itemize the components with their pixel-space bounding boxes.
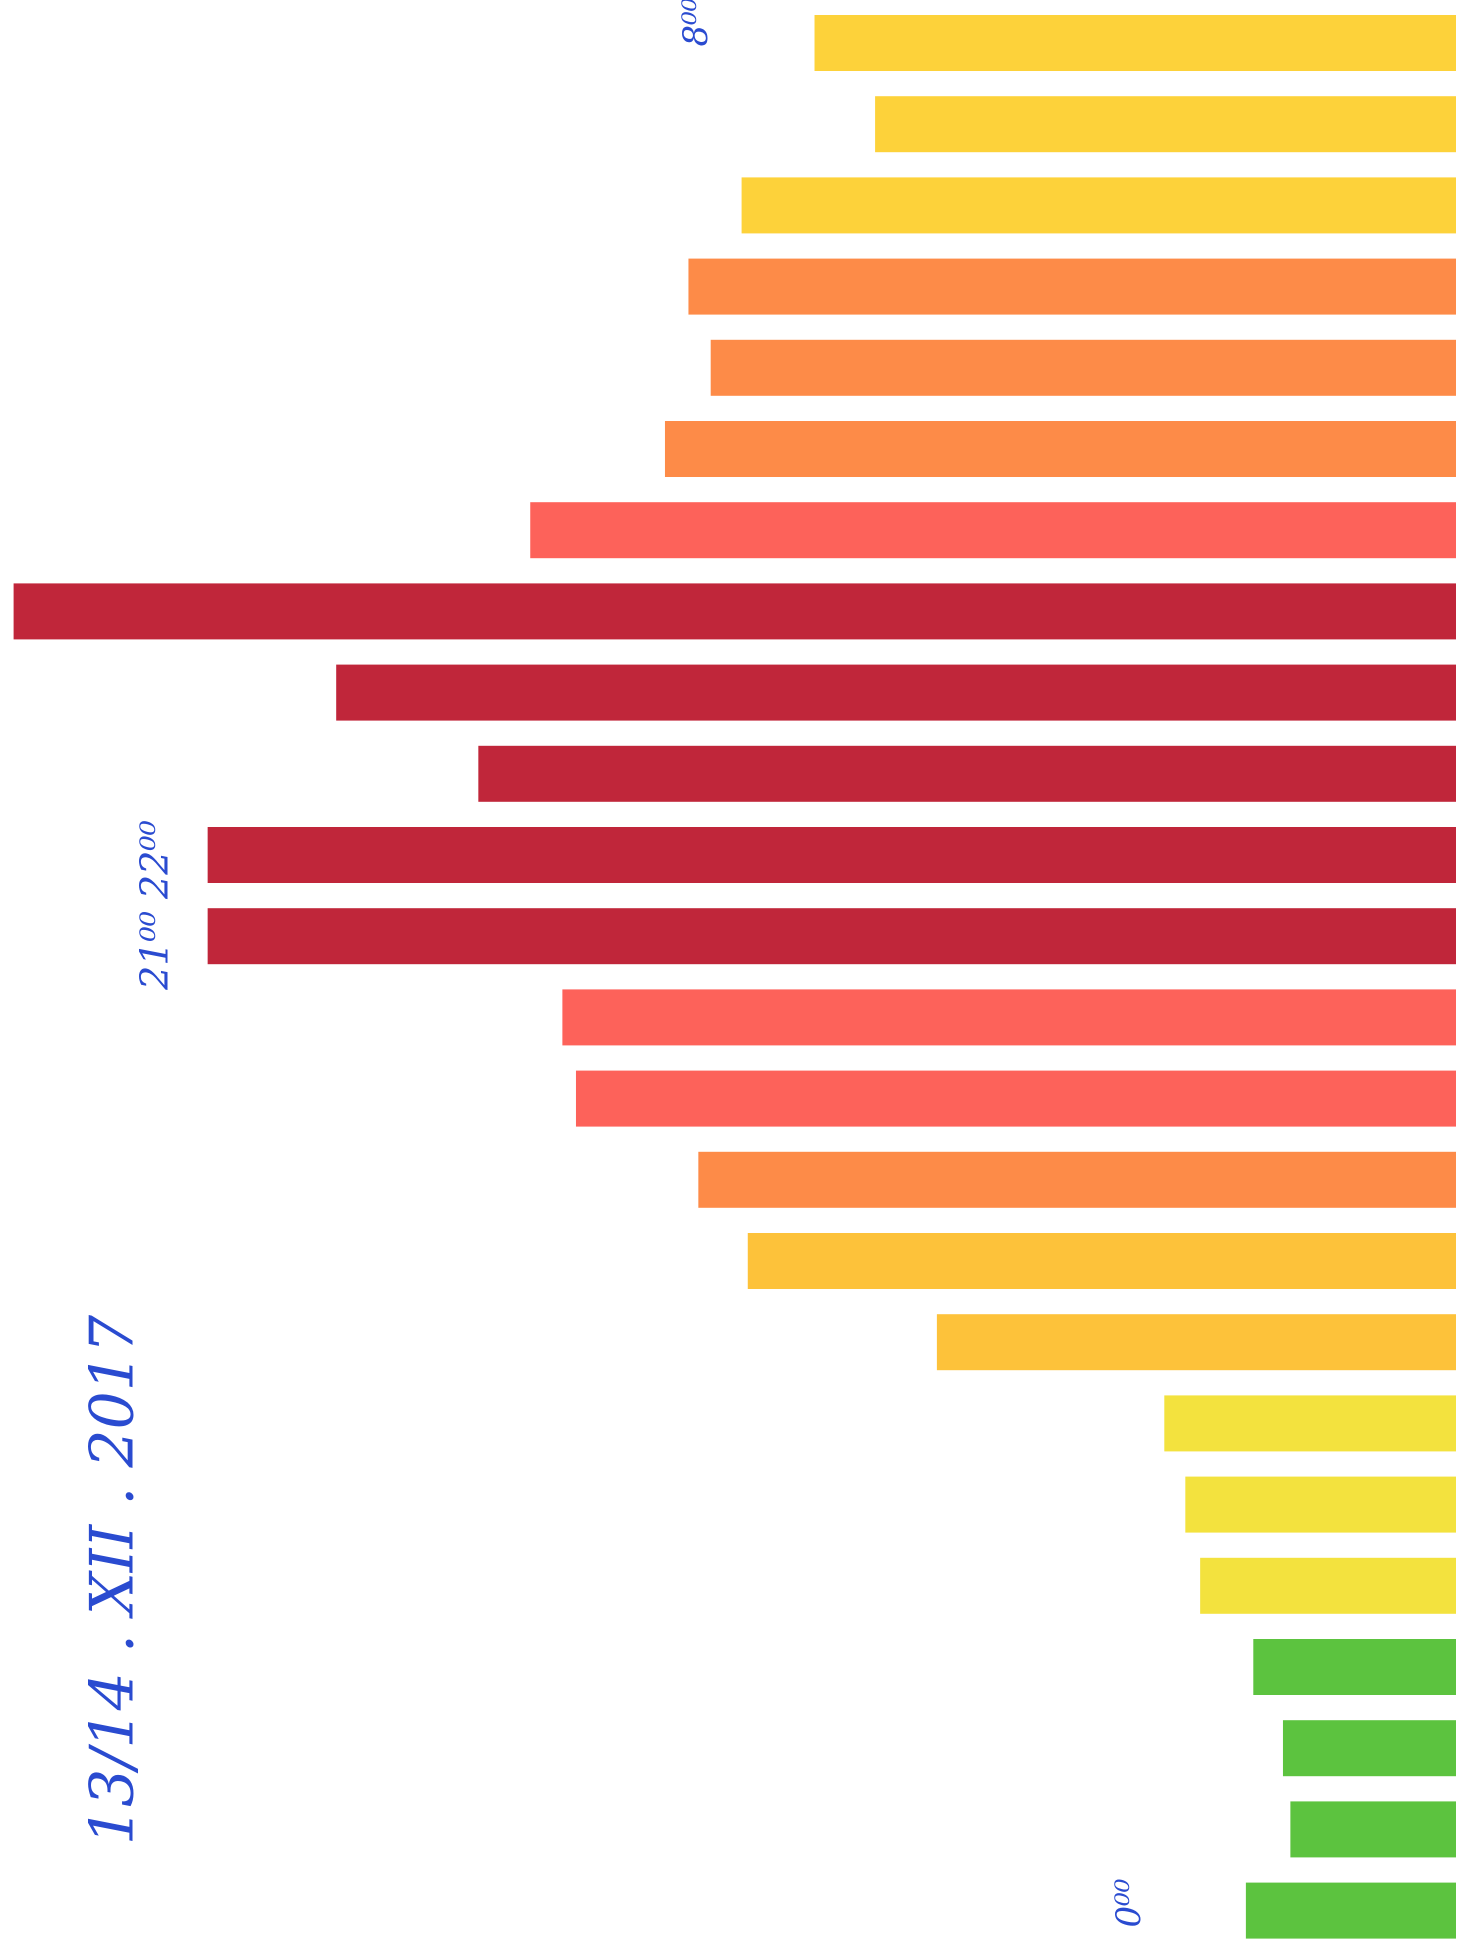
bar <box>710 339 1456 396</box>
bar <box>1282 1720 1456 1777</box>
bar <box>688 258 1456 315</box>
bar <box>575 1070 1456 1127</box>
bar <box>207 908 1457 965</box>
bar <box>562 989 1456 1046</box>
bar <box>741 177 1456 234</box>
bar <box>1164 1395 1456 1452</box>
bar <box>336 664 1456 721</box>
bar <box>1290 1801 1456 1858</box>
bar <box>875 96 1456 153</box>
handwritten-note: 21⁰⁰ 22⁰⁰ <box>133 820 177 991</box>
handwritten-note: 0⁰⁰ <box>1109 1878 1149 1927</box>
handwritten-note: 8⁰⁰ <box>676 0 716 46</box>
bar <box>1253 1639 1456 1695</box>
handwritten-note: 13/14 . XII . 2017 <box>78 1314 148 1845</box>
bar <box>747 1233 1456 1289</box>
bar <box>664 421 1456 477</box>
bar <box>936 1314 1456 1371</box>
bar <box>207 827 1457 883</box>
bar <box>1200 1557 1456 1614</box>
bar <box>814 15 1456 71</box>
bar <box>698 1151 1456 1208</box>
bar <box>1245 1882 1456 1939</box>
bar <box>1185 1476 1456 1533</box>
bar <box>13 583 1456 640</box>
bar <box>530 502 1456 559</box>
bar <box>478 745 1457 802</box>
